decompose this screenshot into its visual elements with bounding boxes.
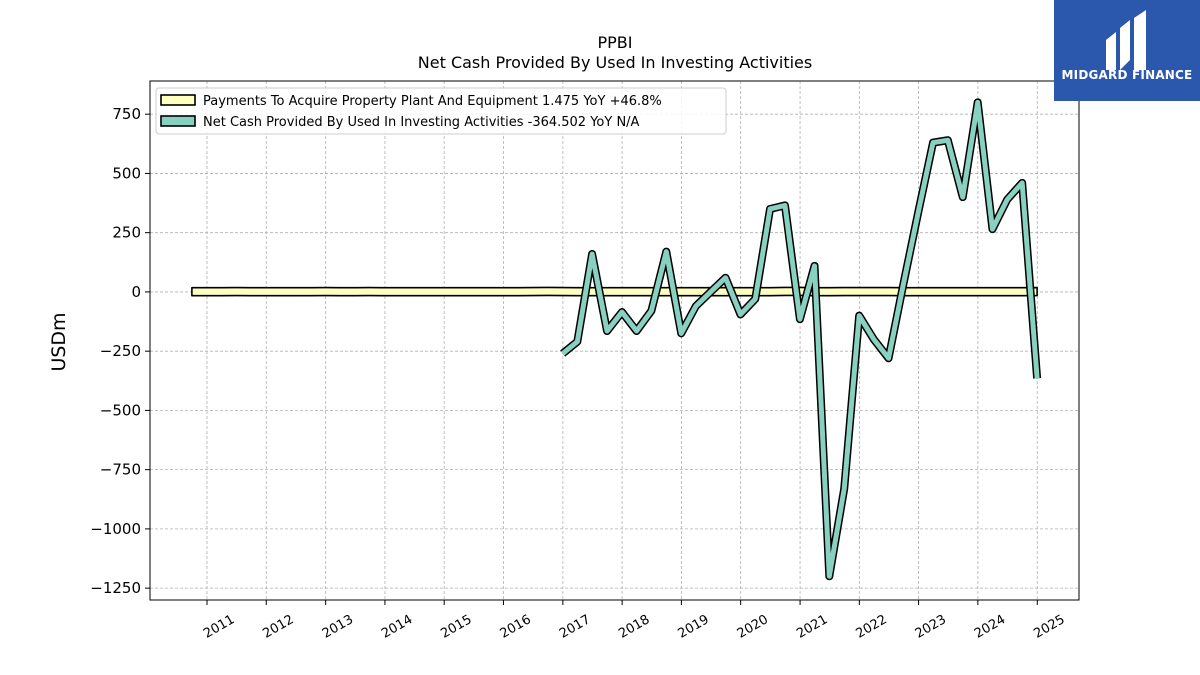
x-tick-label: 2022 [854,612,890,642]
x-tick-label: 2011 [201,612,237,642]
y-tick-label: 250 [112,224,141,242]
x-tick-label: 2019 [676,612,712,642]
chart-title: PPBI [598,33,633,52]
series-band-ppe [191,286,1038,297]
y-tick-label: −250 [100,342,141,360]
y-tick-label: −1000 [90,520,141,538]
x-tick-label: 2020 [735,612,771,642]
brand-logo: MIDGARD FINANCE [1054,0,1200,101]
grid [150,81,1079,600]
series-line-investing [561,99,1040,579]
x-tick-label: 2018 [616,612,652,642]
x-tick-label: 2012 [260,612,296,642]
y-axis-label: USDm [48,312,70,371]
legend-swatch [160,94,196,106]
logo-mark-icon [1106,10,1146,70]
plot-frame [149,80,1080,601]
x-tick-label: 2024 [972,612,1008,642]
y-tick-label: −1250 [90,579,141,597]
logo-text: MIDGARD FINANCE [1061,68,1193,82]
x-tick-label: 2021 [794,612,830,642]
y-tick-label: −750 [100,461,141,479]
x-tick-label: 2025 [1031,612,1067,642]
y-tick-label: −500 [100,401,141,419]
legend: Payments To Acquire Property Plant And E… [155,87,727,135]
y-tick-label: 750 [112,105,141,123]
y-tick-label: 0 [131,283,141,301]
x-tick-label: 2013 [320,612,356,642]
x-tick-label: 2015 [438,612,474,642]
x-tick-label: 2017 [557,612,593,642]
plot-series [191,98,1042,581]
chart-subtitle: Net Cash Provided By Used In Investing A… [418,53,812,72]
x-tick-label: 2023 [913,612,949,642]
legend-label: Net Cash Provided By Used In Investing A… [203,115,640,130]
x-tick-label: 2016 [498,612,534,642]
legend-box [155,87,727,135]
x-tick-label: 2014 [379,612,415,642]
legend-swatch [160,115,196,127]
y-tick-label: 500 [112,164,141,182]
legend-label: Payments To Acquire Property Plant And E… [203,94,662,109]
